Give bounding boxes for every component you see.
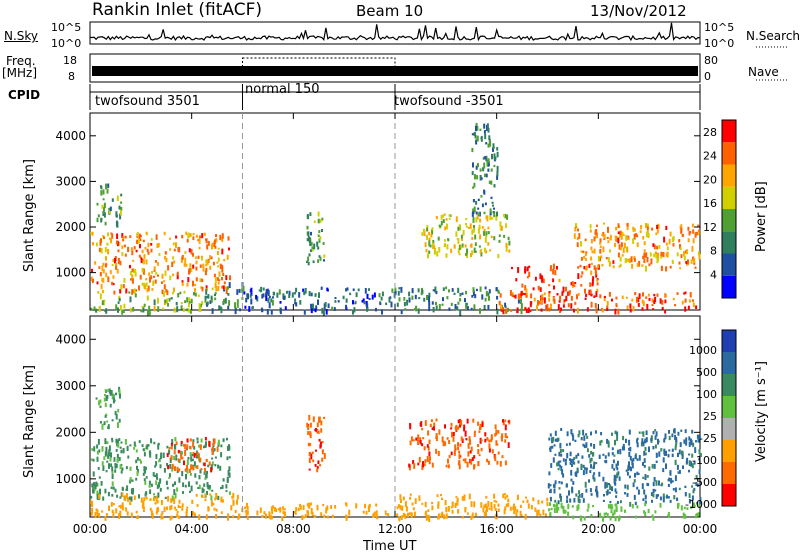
- xtick-label-0: 00:00: [73, 522, 108, 536]
- station-title: Rankin Inlet (fitACF): [92, 0, 263, 20]
- nsky-label: N.Sky: [4, 29, 39, 43]
- velocity-colorbar-tick-6: -500: [692, 476, 717, 489]
- power-ytick-1000: 1000: [55, 266, 86, 280]
- power-colorbar-tick-24: 24: [703, 150, 717, 163]
- freq-panel: [89, 53, 701, 83]
- power-colorbar-tick-28: 28: [703, 126, 717, 139]
- mode-label-3: twofsound -3501: [394, 94, 504, 109]
- velocity-colorbar-cell-6: [722, 352, 736, 374]
- velocity-region-5: [306, 414, 326, 473]
- velocity-colorbar-frame: [721, 329, 737, 507]
- velocity-colorbar-tick-5: -100: [692, 454, 717, 467]
- power-region-5: [306, 211, 326, 266]
- power-region-8: [509, 263, 600, 301]
- velocity-colorbar-tick-4: -25: [699, 432, 717, 445]
- velocity-colorbar-tick-7: -1000: [685, 498, 717, 511]
- xtick-label-4: 16:00: [479, 522, 514, 536]
- velocity-ytick-2000: 2000: [55, 425, 86, 439]
- velocity-colorbar-cell-5: [722, 374, 736, 396]
- xtick-label-5: 20:00: [581, 522, 616, 536]
- power-region-11: [96, 183, 123, 228]
- velocity-region-10: [95, 386, 121, 430]
- beam-title: Beam 10: [356, 2, 424, 20]
- power-colorbar-cell-0: [722, 275, 736, 298]
- nave-series: [242, 57, 396, 73]
- velocity-ytick-4000: 4000: [55, 332, 86, 346]
- power-region-3: [204, 282, 245, 315]
- velocity-colorbar-cell-4: [722, 396, 736, 418]
- velocity-colorbar-tick-1: 500: [696, 366, 717, 379]
- velocity-colorbar-tick-0: 1000: [689, 344, 717, 357]
- nave-tick-bottom: 0: [704, 70, 711, 83]
- power-colorbar-tick-12: 12: [703, 221, 717, 234]
- velocity-region-2: [166, 437, 219, 474]
- power-colorbar-cell-5: [722, 164, 736, 187]
- freq-label: Freq.: [6, 54, 36, 68]
- nave-tick-top: 80: [704, 54, 718, 67]
- velocity-colorbar-cell-7: [722, 330, 736, 352]
- power-region-4: [243, 286, 397, 316]
- power-region-10: [573, 222, 701, 274]
- time-axis-label: Time UT: [363, 539, 417, 554]
- power-region-7: [421, 213, 511, 259]
- velocity-region-8: [547, 428, 702, 507]
- cpid-label: CPID: [8, 88, 41, 102]
- nsky-tick-bottom: 10^0: [51, 37, 82, 50]
- mode-label-1: twofsound 3501: [95, 94, 200, 109]
- freq-tick-bottom: 8: [68, 70, 75, 83]
- velocity-region-7: [396, 493, 549, 522]
- freq-tick-top: 18: [63, 54, 77, 67]
- xtick-label-6: 00:00: [683, 522, 718, 536]
- velocity-ytick-1000: 1000: [55, 472, 86, 486]
- power-colorbar-cell-3: [722, 209, 736, 232]
- power-colorbar-tick-20: 20: [703, 173, 717, 186]
- nave-label: Nave: [748, 65, 779, 79]
- power-region-2: [90, 291, 204, 316]
- xtick-label-3: 12:00: [378, 522, 413, 536]
- velocity-region-6: [408, 418, 511, 471]
- velocity-region-9: [548, 502, 701, 522]
- velocity-colorbar-tick-2: 100: [696, 388, 717, 401]
- power-ytick-4000: 4000: [55, 129, 86, 143]
- nsky-tick-top: 10^5: [51, 21, 82, 34]
- nsky-series: [89, 22, 701, 42]
- power-colorbar-cell-7: [722, 120, 736, 143]
- power-colorbar-cell-6: [722, 142, 736, 165]
- velocity-ytick-3000: 3000: [55, 379, 86, 393]
- nsearch-tick-top: 10^5: [704, 21, 735, 34]
- nsearch-tick-bottom: 10^0: [704, 37, 735, 50]
- nsky-panel: [89, 21, 701, 45]
- power-colorbar-cell-2: [722, 231, 736, 254]
- velocity-colorbar-cell-0: [722, 484, 736, 506]
- power-region-9: [498, 291, 698, 315]
- xtick-label-2: 08:00: [276, 522, 311, 536]
- velocity-colorbar-cell-3: [722, 418, 736, 440]
- power-region-1: [90, 231, 231, 296]
- freq-unit: [MHz]: [2, 66, 38, 80]
- velocity-colorbar-cell-2: [722, 440, 736, 462]
- velocity-region-3: [90, 492, 244, 521]
- mode-label-2: normal 150: [245, 82, 320, 97]
- xtick-label-1: 04:00: [174, 522, 209, 536]
- power-colorbar-cell-4: [722, 186, 736, 209]
- power-colorbar-tick-16: 16: [703, 197, 717, 210]
- power-colorbar-cell-1: [722, 253, 736, 276]
- velocity-region-4: [244, 502, 390, 521]
- power-colorbar-frame: [721, 119, 737, 299]
- date-title: 13/Nov/2012: [590, 2, 687, 20]
- power-ytick-2000: 2000: [55, 220, 86, 234]
- power-colorbar-tick-8: 8: [710, 245, 717, 258]
- power-colorbar-tick-4: 4: [710, 268, 717, 281]
- velocity-colorbar-tick-3: 25: [703, 410, 717, 423]
- power-region-12: [471, 123, 499, 218]
- nsearch-label: N.Search: [746, 29, 800, 43]
- velocity-colorbar-cell-1: [722, 462, 736, 484]
- power-ytick-3000: 3000: [55, 174, 86, 188]
